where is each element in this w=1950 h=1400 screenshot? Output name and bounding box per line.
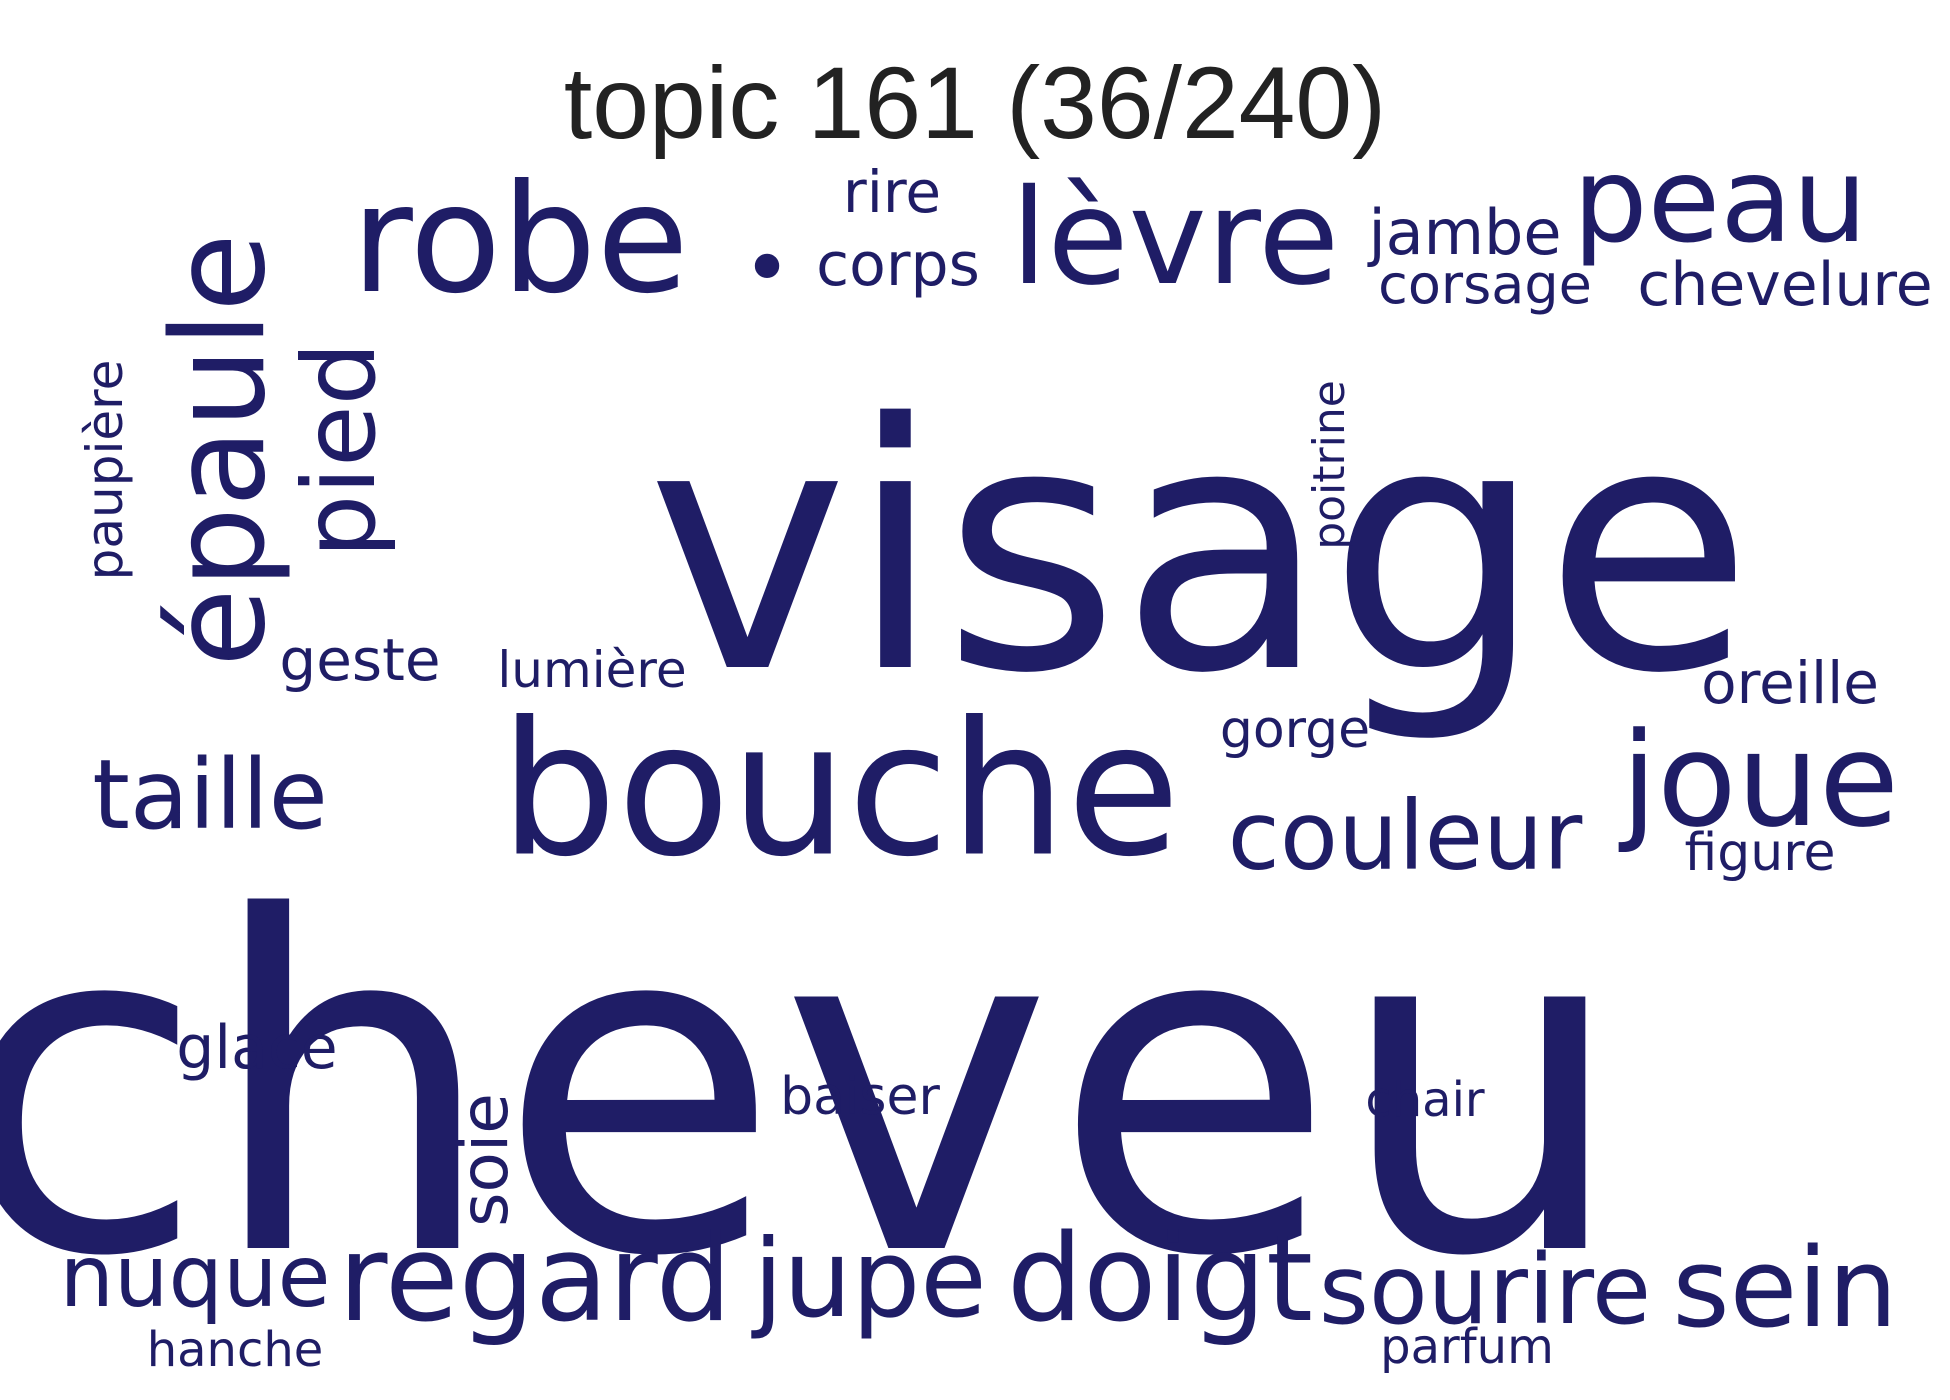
word-levre: lèvre [1010, 161, 1340, 315]
cloud-title: topic 161 (36/240) [563, 46, 1387, 160]
word-sein: sein [1672, 1224, 1898, 1352]
word-visage: visage [646, 352, 1754, 748]
word-chevelure: chevelure [1637, 250, 1933, 320]
word-soie: soie [446, 1093, 523, 1227]
word-poitrine: poitrine [1304, 380, 1355, 550]
word-corsage: corsage [1378, 253, 1592, 316]
word-glace: glace [176, 1013, 338, 1083]
word-epaule: épaule [145, 233, 294, 667]
word-figure: figure [1684, 823, 1836, 883]
word-rire: rire [842, 158, 942, 226]
word-chair: chair [1365, 1072, 1485, 1128]
word-jupe: jupe [753, 1217, 987, 1342]
word-doigt: doigt [1006, 1210, 1314, 1349]
word-nuque: nuque [59, 1227, 331, 1327]
word-taille: taille [92, 739, 328, 851]
word-peau: peau [1572, 131, 1868, 269]
word-couleur: couleur [1227, 781, 1583, 892]
word-dot: • [742, 219, 792, 317]
word-pied: pied [281, 341, 398, 559]
word-oreille: oreille [1701, 649, 1879, 717]
word-parfum: parfum [1380, 1319, 1554, 1375]
word-corps: corps [816, 230, 980, 300]
word-regard: regard [338, 1210, 732, 1349]
word-sourire: sourire [1318, 1234, 1652, 1346]
word-robe: robe [351, 153, 689, 327]
word-cheveu: cheveu [0, 822, 1628, 1357]
word-lumiere: lumière [497, 641, 687, 699]
word-baiser: baiser [780, 1067, 940, 1127]
word-jambe: jambe [1368, 196, 1562, 269]
word-joue: joue [1620, 704, 1900, 856]
word-paupiere: paupière [76, 359, 134, 581]
word-bouche: bouche [499, 681, 1181, 898]
word-hanche: hanche [146, 1322, 324, 1378]
word-geste: geste [279, 626, 441, 694]
word-gorge: gorge [1219, 700, 1371, 760]
